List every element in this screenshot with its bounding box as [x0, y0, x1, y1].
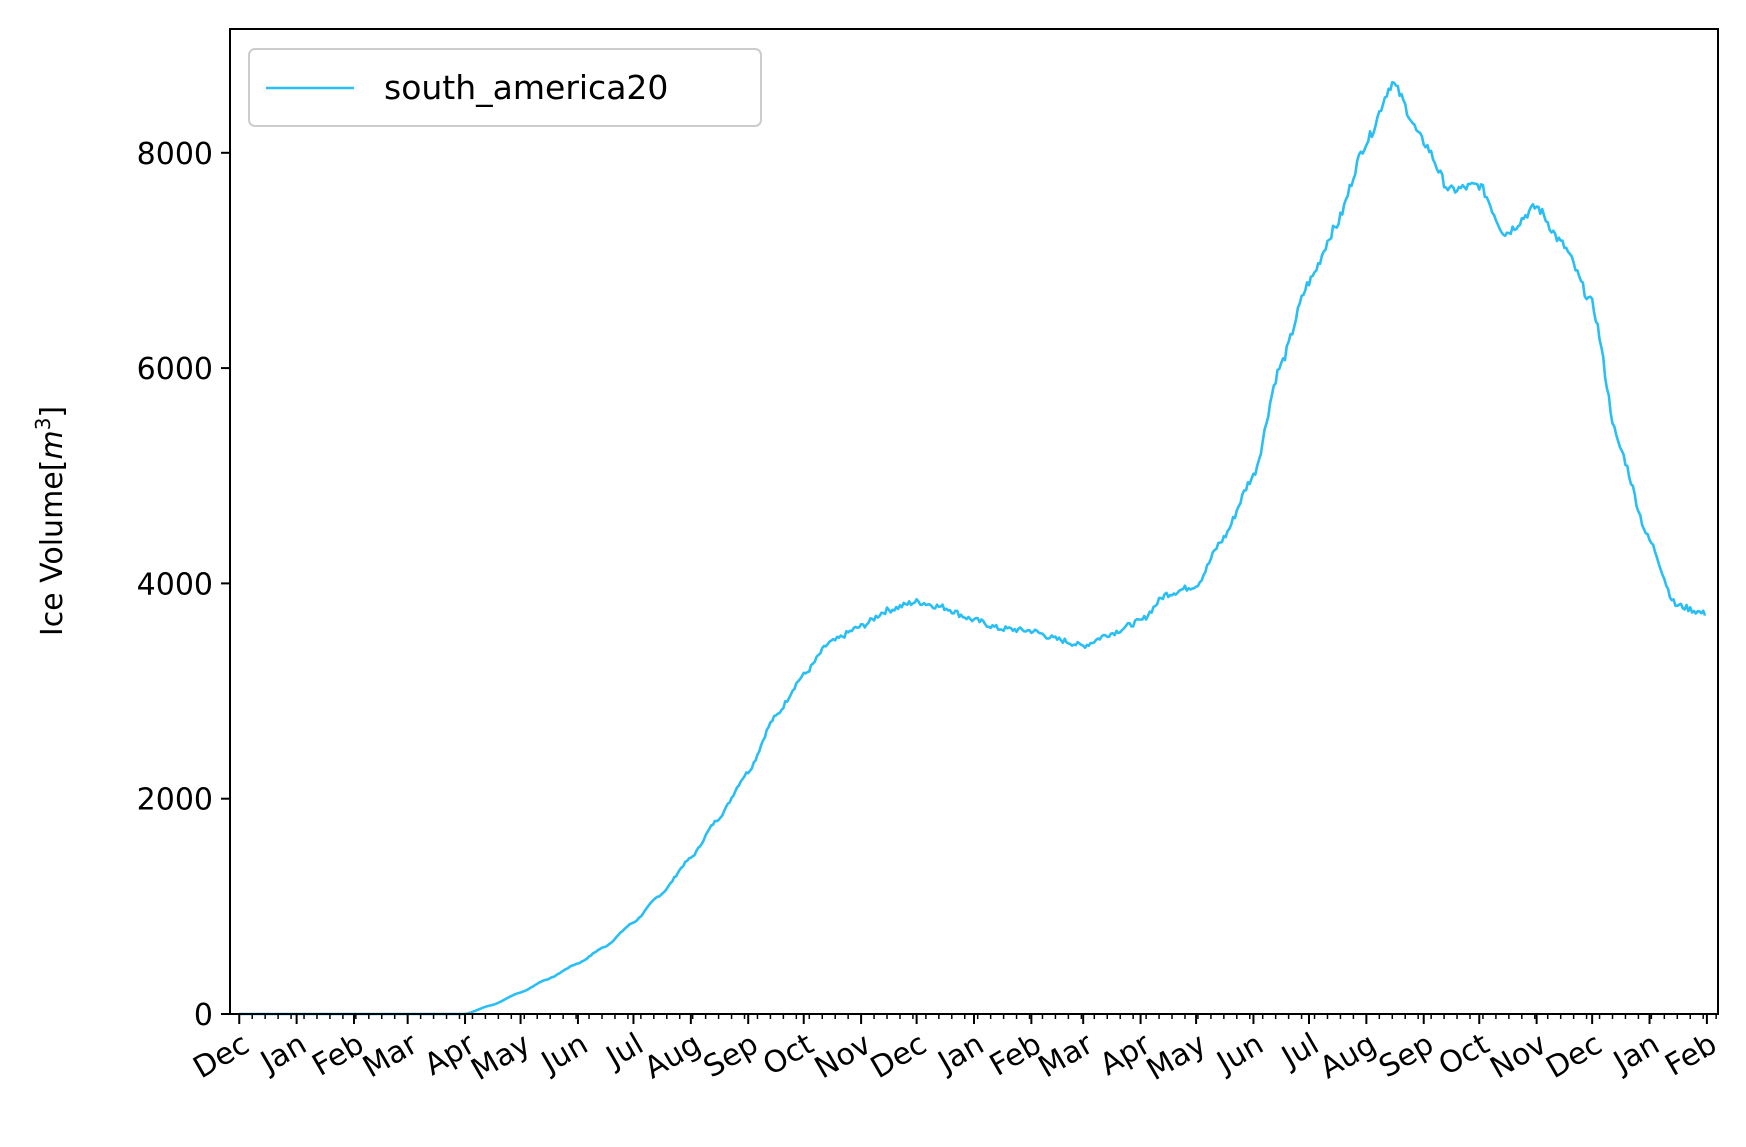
y-tick-label: 2000: [137, 783, 213, 818]
y-tick-label: 8000: [137, 137, 213, 172]
legend-entry: south_america20: [384, 68, 668, 107]
series-line-0: [239, 80, 1707, 1016]
y-tick-label: 4000: [137, 567, 213, 602]
legend-box: [248, 48, 762, 127]
legend: south_america20: [248, 48, 762, 127]
y-axis-label: Ice Volume[m3]: [31, 406, 70, 636]
y-tick-label: 0: [194, 998, 213, 1033]
y-tick-label: 6000: [137, 352, 213, 387]
